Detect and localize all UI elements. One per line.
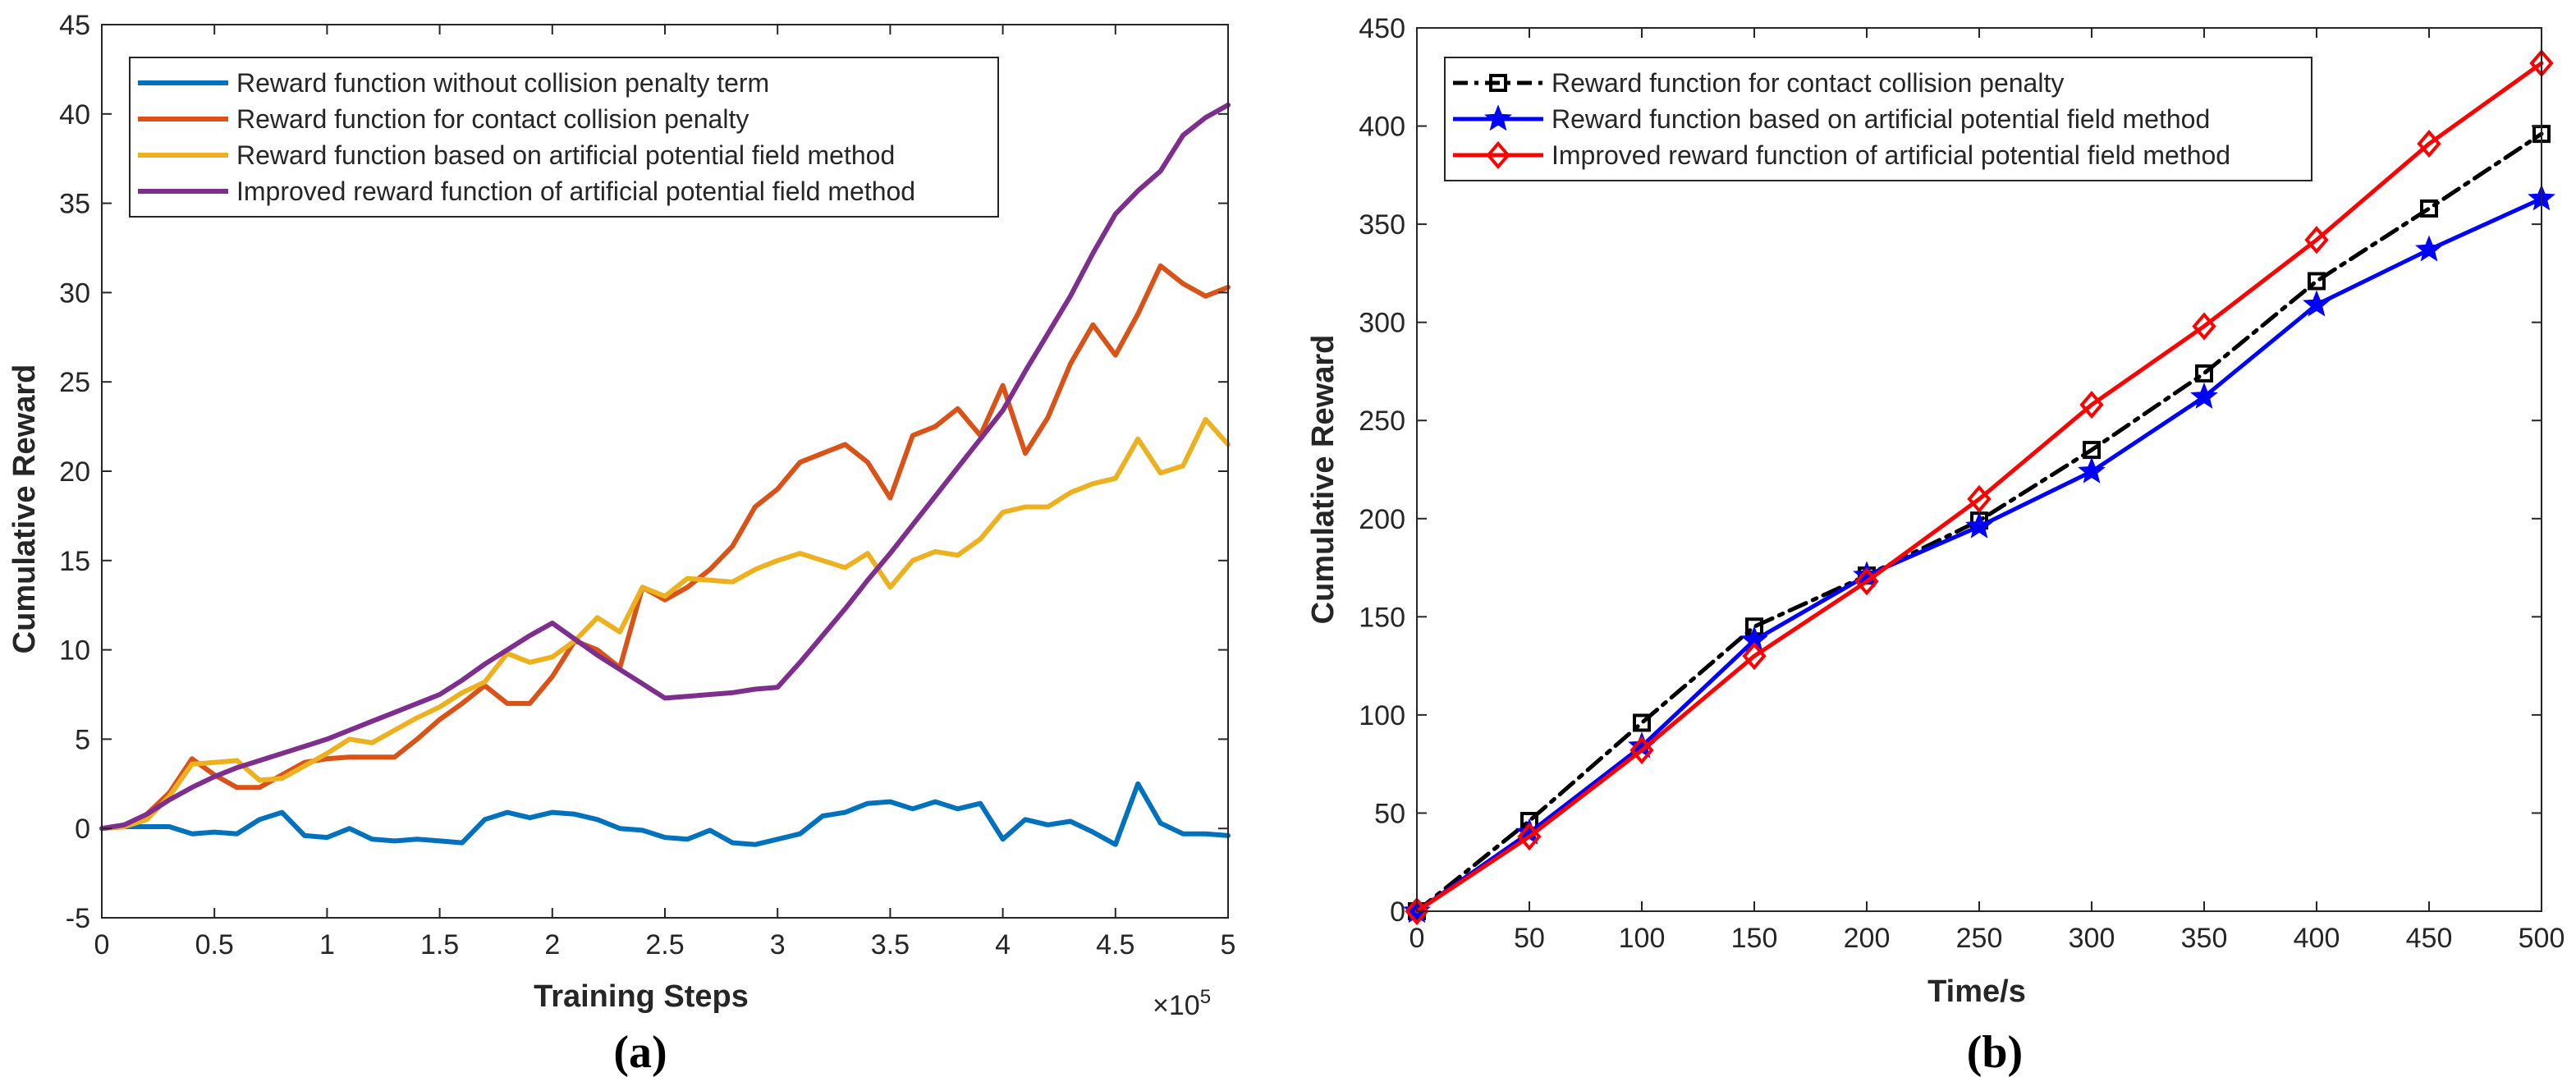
chart-b-point-2-3 xyxy=(1742,642,1767,671)
chart-a-ytick-label-5: 20 xyxy=(59,456,90,488)
chart-b-point-2-2 xyxy=(1629,736,1654,765)
chart-b-ytick-label-1: 50 xyxy=(1374,798,1405,829)
chart-b-legend-marker-1 xyxy=(1484,104,1512,131)
chart-a-legend-label-3: Improved reward function of artificial p… xyxy=(236,176,915,206)
chart-b-panel-label: (b) xyxy=(1967,1027,2023,1078)
chart-a-legend-label-0: Reward function without collision penalt… xyxy=(236,68,769,98)
chart-b-point-2-1 xyxy=(1517,823,1542,851)
chart-b-xtick-label-0: 0 xyxy=(1409,923,1425,954)
chart-a-series-line-2 xyxy=(99,416,1231,832)
chart-a-xtick-label-10: 5 xyxy=(1221,929,1236,960)
chart-b-legend-label-0: Reward function for contact collision pe… xyxy=(1552,68,2064,98)
chart-a-ytick-label-7: 30 xyxy=(59,277,90,309)
chart-a-xtick-label-6: 3 xyxy=(770,929,786,960)
chart-a-ylabel: Cumulative Reward xyxy=(7,364,42,654)
chart-b-xtick-label-1: 50 xyxy=(1514,923,1545,954)
chart-a-series-line-1 xyxy=(99,263,1231,832)
chart-b-series-1 xyxy=(1403,184,2555,924)
chart-b-xtick-label-8: 400 xyxy=(2294,923,2340,954)
chart-b-point-0-7 xyxy=(2195,364,2213,383)
chart-b-ytick-label-0: 0 xyxy=(1390,896,1405,928)
chart-b-legend-marker-0 xyxy=(1489,74,1507,92)
chart-b-ytick-label-2: 100 xyxy=(1359,700,1405,731)
chart-b-ytick-label-5: 250 xyxy=(1359,406,1405,437)
chart-b-legend-label-2: Improved reward function of artificial p… xyxy=(1552,140,2230,170)
chart-b-point-2-4 xyxy=(1854,567,1879,596)
chart-a-series-1 xyxy=(99,263,1231,832)
chart-b-point-2-6 xyxy=(2079,391,2104,419)
chart-b-series-line-2 xyxy=(1414,61,2544,914)
chart-b-point-2-8 xyxy=(2304,226,2329,254)
chart-a: 0 0.5 1 1.5 2 2.5 3 3.5 4 4.5 5-505101520253035404… xyxy=(7,10,1235,1078)
chart-b-series-line-1 xyxy=(1414,196,2544,914)
chart-a-ytick-label-2: 5 xyxy=(75,724,90,755)
chart-b-legend-marker-2 xyxy=(1486,140,1510,170)
chart-a-xtick-label-0: 0 xyxy=(94,929,110,960)
chart-b-xtick-label-10: 500 xyxy=(2519,923,2565,954)
chart-b-ytick-label-9: 450 xyxy=(1359,13,1405,44)
chart-b-xtick-label-2: 100 xyxy=(1619,923,1666,954)
chart-a-xtick-label-9: 4.5 xyxy=(1096,929,1134,960)
chart-a-ytick-label-3: 10 xyxy=(59,635,90,667)
chart-b-point-2-5 xyxy=(1967,484,1992,513)
chart-a-xtick-label-2: 1 xyxy=(319,929,335,960)
chart-a-ytick-label-4: 15 xyxy=(59,546,90,577)
chart-b-ytick-label-4: 200 xyxy=(1359,504,1405,535)
chart-b-ytick-label-6: 300 xyxy=(1359,308,1405,339)
chart-b-point-2-0 xyxy=(1405,896,1429,926)
chart-b-ytick-label-8: 400 xyxy=(1359,112,1405,143)
chart-a-series-line-0 xyxy=(99,781,1231,847)
chart-a-x-exponent: ×105 xyxy=(1153,986,1211,1021)
chart-a-series-3 xyxy=(99,102,1231,832)
chart-a-series-0 xyxy=(99,781,1231,847)
chart-a-xtick-label-1: 0.5 xyxy=(195,929,234,960)
chart-b: 0 50 100 150 200 250 300 350 400 450 500 0 50 100 150 2… xyxy=(1306,13,2565,1078)
chart-a-xtick-label-7: 3.5 xyxy=(871,929,910,960)
chart-a-legend-box xyxy=(129,57,999,218)
chart-b-point-1-8 xyxy=(2303,290,2331,317)
chart-b-legend: Reward function for contact collision pe… xyxy=(1444,57,2312,181)
chart-b-point-1-9 xyxy=(2415,235,2443,262)
chart-b-point-1-7 xyxy=(2190,382,2218,409)
chart-b-point-1-5 xyxy=(1965,511,1993,539)
chart-a-ytick-label-9: 40 xyxy=(59,99,90,131)
chart-a-legend-label-2: Reward function based on artificial pote… xyxy=(236,140,895,170)
chart-b-point-0-9 xyxy=(2420,199,2438,218)
chart-b-point-0-2 xyxy=(1633,713,1651,732)
chart-b-point-2-9 xyxy=(2417,130,2441,158)
chart-a-ytick-label-0: -5 xyxy=(66,903,90,934)
chart-b-series-2 xyxy=(1405,48,2554,926)
chart-b-ylabel: Cumulative Reward xyxy=(1306,335,1341,625)
chart-a-ytick-label-1: 0 xyxy=(75,814,90,845)
chart-b-xtick-label-4: 200 xyxy=(1844,923,1891,954)
chart-b-xlabel: Time/s xyxy=(1927,974,2026,1009)
chart-a-series-line-3 xyxy=(99,102,1231,832)
chart-a-xtick-label-3: 1.5 xyxy=(420,929,459,960)
chart-a-ytick-label-10: 45 xyxy=(59,10,90,41)
chart-b-ytick-label-3: 150 xyxy=(1359,602,1405,633)
chart-a-panel-label: (a) xyxy=(613,1027,667,1078)
chart-b-xtick-label-3: 150 xyxy=(1731,923,1778,954)
chart-a-xtick-label-4: 2 xyxy=(544,929,560,960)
chart-b-point-0-8 xyxy=(2308,272,2326,291)
chart-b-legend-label-1: Reward function based on artificial pote… xyxy=(1552,104,2210,134)
chart-b-ytick-label-7: 350 xyxy=(1359,209,1405,241)
chart-b-xtick-label-5: 250 xyxy=(1956,923,2003,954)
chart-a-xtick-label-8: 4 xyxy=(995,929,1011,960)
chart-a-ytick-label-6: 25 xyxy=(59,367,90,398)
chart-b-point-2-7 xyxy=(2192,312,2216,341)
chart-b-legend-box xyxy=(1444,57,2312,181)
chart-a-series-2 xyxy=(99,416,1231,832)
chart-a-xtick-label-5: 2.5 xyxy=(645,929,684,960)
chart-b-point-1-6 xyxy=(2078,456,2106,484)
chart-b-xtick-label-9: 450 xyxy=(2406,923,2453,954)
chart-b-xtick-label-7: 350 xyxy=(2181,923,2228,954)
chart-a-xlabel: Training Steps xyxy=(534,979,749,1014)
chart-a-legend: Reward function without collision penalt… xyxy=(129,57,999,218)
chart-a-ytick-label-8: 35 xyxy=(59,189,90,220)
chart-b-xtick-label-6: 300 xyxy=(2069,923,2115,954)
chart-a-legend-label-1: Reward function for contact collision pe… xyxy=(236,104,749,134)
